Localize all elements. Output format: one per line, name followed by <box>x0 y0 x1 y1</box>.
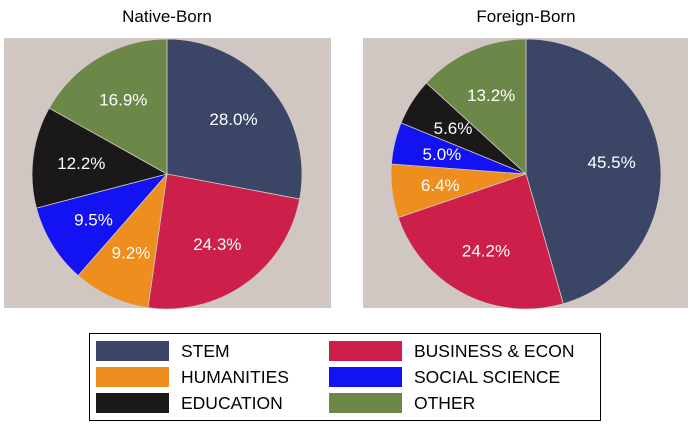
foreign-born-slice-business-econ <box>397 173 564 310</box>
native-born-label-stem: 28.0% <box>209 110 257 129</box>
foreign-born-label-stem: 45.5% <box>587 153 635 172</box>
legend-swatch-business-econ <box>329 341 402 361</box>
native-born-slice-other <box>48 38 168 175</box>
foreign-born-slice-other <box>425 38 527 175</box>
pie-charts: Native-Born 28.0% 24.3% 9.2% 9.5% 12.2% 16.9% F… <box>4 7 688 310</box>
legend-swatch-humanities <box>96 367 169 387</box>
legend-label-humanities: HUMANITIES <box>181 366 289 387</box>
legend-label-stem: STEM <box>181 340 230 361</box>
legend-swatch-stem <box>96 341 169 361</box>
legend-label-education: EDUCATION <box>181 392 283 413</box>
legend-item-social-science: SOCIAL SCIENCE <box>329 366 560 388</box>
foreign-born-label-business-econ: 24.2% <box>462 242 510 261</box>
legend-label-other: OTHER <box>414 392 476 413</box>
native-born-slice-business-econ <box>147 173 301 310</box>
native-born-label-social-science: 9.5% <box>74 210 113 229</box>
foreign-born-slice-stem <box>525 38 662 305</box>
native-born-slice-stem <box>166 38 303 200</box>
legend-item-stem: STEM <box>96 340 230 362</box>
native-born-slice-humanities <box>77 172 168 309</box>
native-born-label-humanities: 9.2% <box>112 244 151 263</box>
foreign-born-label-social-science: 5.0% <box>423 145 462 164</box>
foreign-born-title: Foreign-Born <box>476 7 575 26</box>
native-born-slice-education <box>31 107 169 209</box>
legend-label-business-econ: BUSINESS & ECON <box>414 340 575 361</box>
legend-item-education: EDUCATION <box>96 392 283 414</box>
native-born-label-education: 12.2% <box>57 154 105 173</box>
legend-swatch-other <box>329 393 402 413</box>
legend: STEM BUSINESS & ECON HUMANITIES SOCIAL S… <box>89 333 601 421</box>
foreign-born-label-other: 13.2% <box>467 86 515 105</box>
foreign-born-label-humanities: 6.4% <box>421 176 460 195</box>
legend-label-social-science: SOCIAL SCIENCE <box>414 366 561 387</box>
native-born-slice-social-science <box>35 173 169 277</box>
legend-item-humanities: HUMANITIES <box>96 366 289 388</box>
native-born-title: Native-Born <box>122 7 212 26</box>
legend-item-business-econ: BUSINESS & ECON <box>329 340 574 362</box>
foreign-born-label-education: 5.6% <box>434 119 473 138</box>
legend-swatch-education <box>96 393 169 413</box>
legend-swatch-social-science <box>329 367 402 387</box>
native-born-label-business-econ: 24.3% <box>193 235 241 254</box>
native-born-label-other: 16.9% <box>99 91 147 110</box>
legend-item-other: OTHER <box>329 392 475 414</box>
